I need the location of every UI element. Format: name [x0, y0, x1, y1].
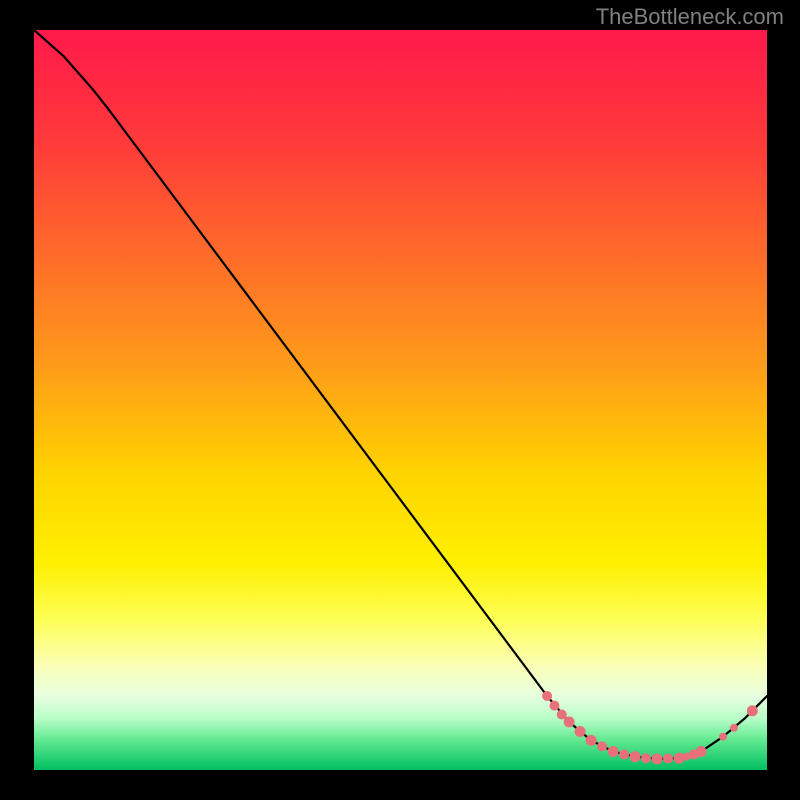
data-marker	[719, 733, 727, 741]
data-marker	[619, 749, 629, 759]
data-marker	[641, 753, 651, 763]
data-marker	[575, 726, 586, 737]
data-marker	[652, 753, 663, 764]
data-marker	[696, 746, 707, 757]
data-marker	[730, 724, 738, 732]
data-marker	[608, 746, 619, 757]
chart-svg	[34, 30, 767, 770]
data-marker	[586, 735, 597, 746]
data-marker	[542, 691, 552, 701]
data-marker	[747, 705, 758, 716]
data-marker	[663, 754, 673, 764]
data-marker	[597, 741, 607, 751]
data-marker	[549, 701, 559, 711]
data-marker	[630, 751, 641, 762]
chart-background	[34, 30, 767, 770]
attribution-text: TheBottleneck.com	[596, 4, 784, 30]
plot-area	[34, 30, 767, 770]
data-marker	[564, 716, 575, 727]
